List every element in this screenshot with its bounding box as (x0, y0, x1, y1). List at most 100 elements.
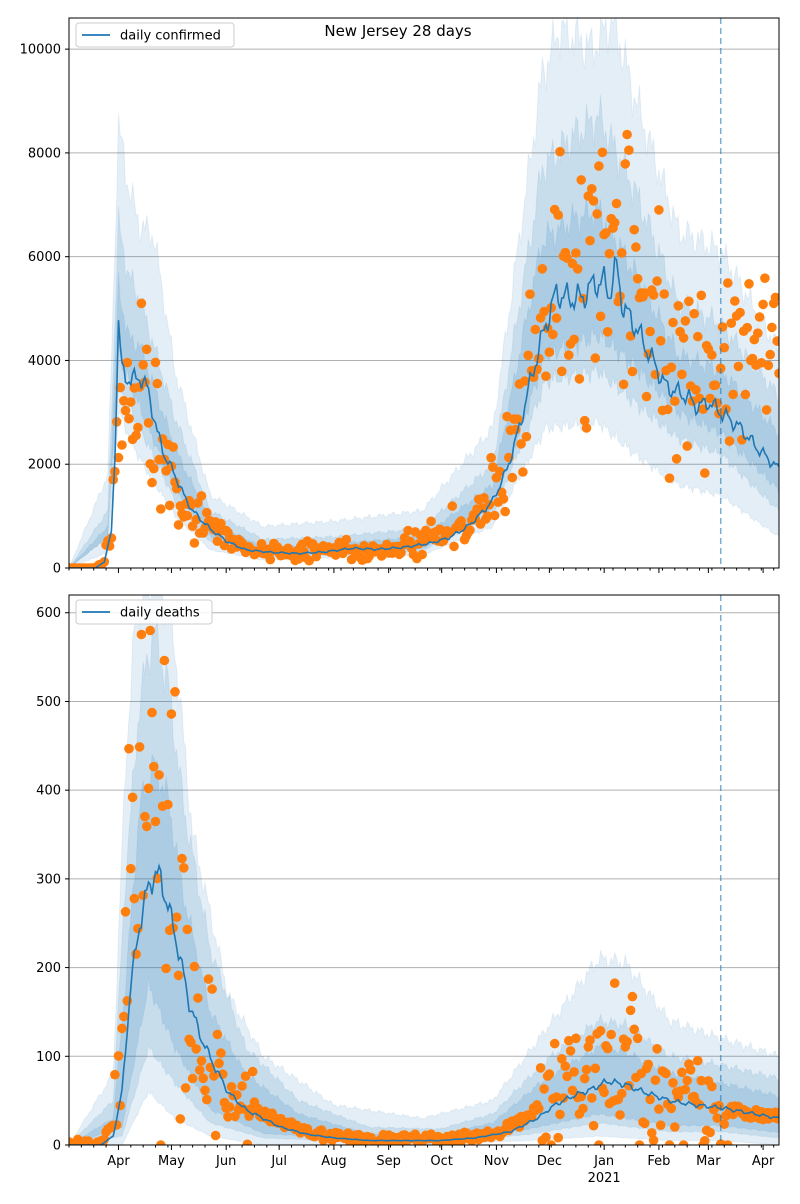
confidence-band-2 (69, 615, 779, 1145)
data-point (557, 366, 567, 377)
data-point (207, 984, 217, 994)
data-point (705, 393, 715, 404)
data-point (210, 1130, 221, 1141)
data-point (723, 278, 733, 288)
data-point (606, 1029, 616, 1040)
data-point (579, 415, 590, 426)
data-point (198, 1073, 208, 1084)
data-point (548, 329, 558, 340)
data-point (555, 146, 565, 157)
data-point (224, 1102, 235, 1112)
y-tick-label: 6000 (28, 250, 61, 265)
plot-area (69, 18, 779, 568)
data-point (682, 441, 692, 451)
data-point (671, 454, 682, 464)
y-tick-label: 8000 (28, 146, 61, 161)
data-point (650, 1075, 661, 1085)
data-point (604, 248, 615, 259)
data-point (684, 296, 694, 307)
data-point (668, 1078, 678, 1088)
legend-box (75, 599, 213, 625)
data-point (152, 378, 163, 389)
data-point (677, 1067, 687, 1078)
data-point (648, 290, 659, 300)
data-point (256, 539, 267, 549)
data-point (595, 1026, 606, 1036)
data-point (541, 371, 551, 382)
legend-label: daily deaths (120, 606, 200, 621)
data-point (141, 344, 152, 355)
data-point (126, 397, 136, 407)
data-point (166, 709, 177, 719)
data-point (707, 350, 717, 360)
data-point (682, 1075, 692, 1086)
x-tick-label: Jul (270, 1154, 287, 1169)
data-point (546, 1140, 556, 1145)
data-point (140, 811, 150, 822)
data-point (426, 516, 436, 527)
data-point (652, 1044, 662, 1054)
data-point (115, 382, 125, 393)
data-point (590, 1063, 601, 1074)
data-point (500, 506, 511, 517)
data-point (171, 483, 182, 494)
data-point (581, 423, 592, 433)
data-point (131, 430, 141, 441)
data-point (564, 350, 574, 361)
legend-label: daily confirmed (120, 29, 221, 44)
x-tick-label: Mar (696, 1154, 721, 1169)
y-tick-label: 600 (36, 606, 61, 621)
data-point (629, 224, 639, 235)
data-point (740, 389, 751, 400)
data-point (486, 452, 496, 463)
data-point (163, 799, 173, 810)
mean-line (69, 255, 779, 568)
data-point (154, 770, 164, 780)
data-point (588, 1120, 599, 1131)
data-point (113, 1051, 124, 1061)
data-point (544, 1069, 555, 1079)
data-point (133, 422, 143, 433)
data-point (654, 205, 664, 215)
data-point (186, 1037, 196, 1048)
data-point (143, 783, 154, 794)
x-tick-label: Nov (484, 1154, 510, 1169)
data-point (760, 273, 770, 284)
data-point (754, 312, 765, 322)
data-point (507, 472, 518, 483)
data-point (560, 1061, 571, 1071)
x-tick-label: Oct (430, 1154, 452, 1169)
data-point (670, 396, 680, 407)
data-point (133, 923, 143, 934)
data-point (691, 385, 701, 395)
data-point (341, 534, 352, 545)
data-point (654, 1104, 664, 1114)
data-point (129, 893, 140, 904)
y-tick-label: 200 (36, 961, 61, 976)
data-point (489, 510, 500, 521)
data-point (744, 279, 754, 289)
axes-frame (68, 17, 780, 569)
data-point (625, 1005, 636, 1016)
x-tick-label: Jan (593, 1154, 614, 1169)
data-point (602, 1043, 613, 1054)
data-point (164, 500, 175, 511)
data-point (618, 379, 629, 390)
data-point (141, 821, 152, 832)
data-point (200, 1085, 210, 1096)
y-tick-label: 400 (36, 784, 61, 799)
data-point (735, 307, 745, 318)
data-point (122, 357, 133, 368)
data-point (567, 1085, 578, 1096)
data-point (643, 1059, 654, 1070)
data-point (551, 313, 562, 323)
data-point (620, 159, 631, 169)
y-tick-label: 2000 (28, 458, 61, 473)
data-point (562, 1071, 572, 1082)
data-point (539, 306, 549, 317)
data-point (136, 298, 147, 309)
data-point (119, 1011, 129, 1022)
data-point (761, 405, 772, 415)
data-point (189, 538, 200, 548)
data-point (214, 1058, 224, 1069)
